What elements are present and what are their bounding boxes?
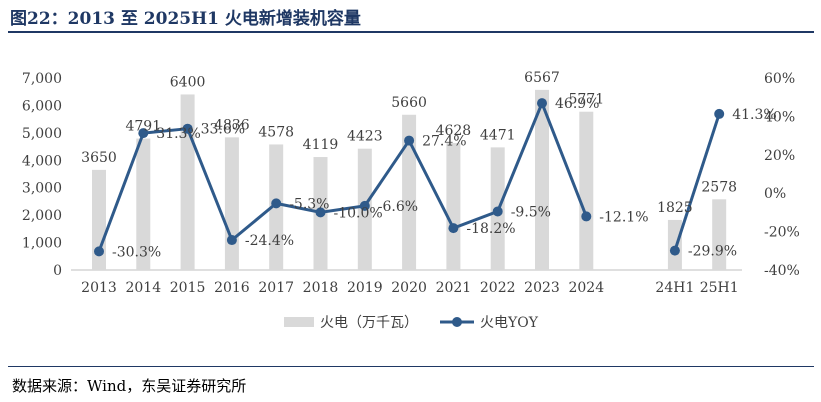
yoy-point: [359, 200, 370, 211]
yoy-value-label: 27.4%: [422, 134, 466, 150]
y-left-tick-label: 7,000: [22, 71, 62, 87]
bar: [667, 219, 682, 270]
x-tick-label: 2018: [303, 280, 339, 296]
bar: [180, 94, 195, 270]
yoy-value-label: -18.2%: [466, 221, 515, 237]
bar: [535, 89, 549, 270]
bar: [446, 143, 461, 270]
bar-value-label: 4836: [214, 117, 250, 133]
y-right-tick-label: 40%: [764, 109, 795, 125]
bar-value-label: 4791: [125, 119, 161, 135]
yoy-point: [448, 223, 459, 234]
bar-value-label: 6567: [524, 70, 560, 86]
bar-value-label: 4628: [436, 123, 472, 139]
x-tick-label: 2023: [524, 280, 560, 296]
y-left-tick-label: 2,000: [22, 208, 62, 224]
yoy-point: [226, 235, 237, 246]
y-right-tick-label: 60%: [764, 71, 795, 87]
x-tick-label: 24H1: [655, 280, 694, 296]
yoy-point: [94, 246, 104, 257]
y-right-tick-label: 20%: [764, 148, 795, 164]
y-left-tick-label: 1,000: [22, 236, 62, 252]
x-tick-label: 2015: [170, 280, 206, 296]
bar: [224, 137, 239, 270]
bar-value-label: 3650: [81, 150, 117, 166]
legend-bar-label: 火电（万千瓦）: [320, 315, 418, 331]
bar-value-label: 6400: [170, 74, 206, 90]
bar-value-label: 2578: [701, 179, 737, 195]
bar-value-label: 4578: [258, 124, 294, 140]
legend-line-label: 火电YOY: [480, 315, 539, 331]
y-right-tick-label: -40%: [764, 263, 800, 279]
x-tick-label: 2022: [480, 280, 516, 296]
yoy-value-label: -12.1%: [599, 209, 648, 225]
legend-line-marker: [452, 317, 462, 327]
bar-series: [92, 89, 727, 270]
yoy-line: [673, 113, 721, 252]
y-left-tick-label: 6,000: [22, 98, 62, 114]
yoy-point: [315, 207, 326, 218]
bar-value-label: 5771: [568, 92, 604, 108]
title-rule: [8, 31, 814, 33]
yoy-point: [714, 108, 725, 119]
yoy-value-label: -30.3%: [112, 244, 161, 260]
y-left-tick-label: 3,000: [22, 181, 62, 197]
y-left-tick-label: 0: [53, 263, 62, 279]
bar-value-label: 1825: [657, 200, 693, 216]
x-tick-label: 2024: [568, 280, 604, 296]
yoy-value-label: 46.9%: [555, 96, 599, 112]
yoy-point: [537, 98, 547, 109]
yoy-point: [138, 128, 149, 139]
yoy-value-label: -24.4%: [245, 233, 294, 249]
y-right-tick-label: 0%: [764, 186, 786, 202]
bar-value-label: 4471: [480, 127, 516, 143]
x-tick-label: 2014: [125, 280, 161, 296]
x-tick-label: 25H1: [700, 280, 739, 296]
bar: [402, 114, 417, 270]
yoy-value-label: 33.6%: [201, 122, 245, 138]
x-tick-label: 2020: [391, 280, 427, 296]
x-tick-label: 2013: [81, 280, 117, 296]
yoy-point: [492, 206, 503, 217]
chart-axes: 0 1,000 2,000 3,000 4,000 5,000 6,000 7,000 -40%…: [22, 71, 800, 296]
yoy-point: [669, 245, 680, 256]
yoy-value-label: -9.5%: [511, 204, 551, 220]
yoy-line: [97, 99, 588, 252]
yoy-point: [581, 211, 592, 222]
x-tick-label: 2021: [436, 280, 472, 296]
yoy-value-label: -6.6%: [378, 199, 418, 215]
y-right-tick-label: -20%: [764, 225, 800, 241]
x-tick-label: 2017: [258, 280, 294, 296]
yoy-value-label: 31.3%: [156, 126, 200, 142]
bar-value-label: 5660: [391, 95, 427, 111]
yoy-point: [271, 198, 282, 209]
yoy-value-label: -5.3%: [289, 196, 329, 212]
x-tick-label: 2016: [214, 280, 250, 296]
source-note: 数据来源：Wind，东吴证券研究所: [12, 377, 247, 395]
y-left-tick-label: 4,000: [22, 153, 62, 169]
chart-legend: 火电（万千瓦） 火电YOY: [284, 315, 539, 331]
legend-bar-swatch: [284, 317, 314, 327]
y-left-tick-label: 5,000: [22, 126, 62, 142]
yoy-value-label: 41.3%: [732, 107, 776, 123]
yoy-point: [182, 123, 193, 134]
figure-title: 图22：2013 至 2025H1 火电新增装机容量: [10, 9, 361, 29]
bar-value-label: 4119: [303, 137, 339, 153]
bar: [712, 199, 727, 270]
data-labels: 3650 4791 6400 4836 4578 4119 4423 5660 4628 4471…: [81, 70, 777, 260]
yoy-point: [404, 135, 415, 146]
source-rule: [8, 366, 814, 367]
bar: [136, 138, 151, 270]
x-tick-label: 2019: [347, 280, 383, 296]
yoy-value-label: -29.9%: [688, 244, 737, 260]
yoy-value-label: -10.0%: [334, 205, 383, 221]
line-series: [94, 98, 725, 257]
bar: [579, 111, 594, 270]
bar-value-label: 4423: [347, 129, 383, 145]
